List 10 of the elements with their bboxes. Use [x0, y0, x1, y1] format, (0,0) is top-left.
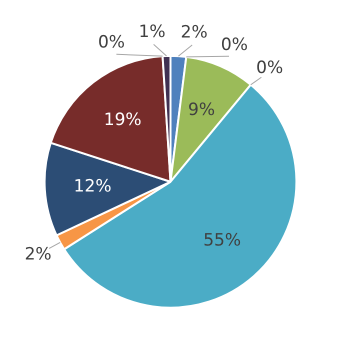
data-label: 2%	[180, 22, 208, 43]
data-label: 19%	[104, 110, 142, 130]
data-label: 9%	[188, 100, 216, 120]
text: 0%	[220, 34, 248, 55]
data-label: 12%	[74, 176, 112, 197]
data-label: 55%	[203, 230, 242, 250]
data-label: 2%	[24, 244, 52, 265]
text: 0%	[256, 58, 284, 78]
data-label: 1%	[138, 22, 166, 42]
text: 0%	[98, 32, 125, 53]
